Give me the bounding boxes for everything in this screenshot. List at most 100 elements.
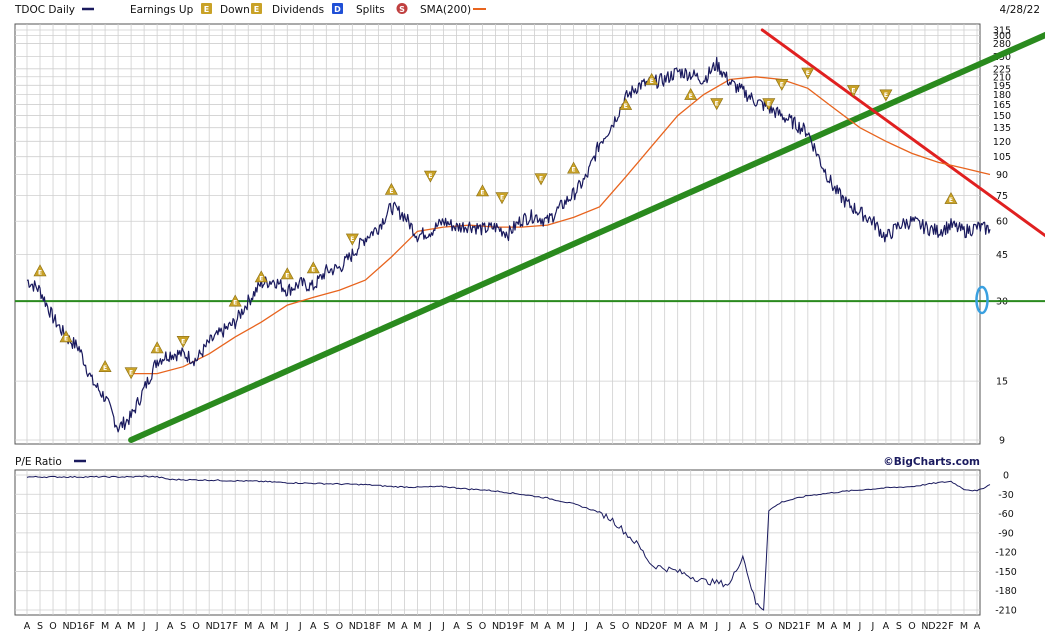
svg-text:E: E — [650, 78, 654, 85]
svg-text:E: E — [500, 195, 504, 202]
svg-text:E: E — [428, 173, 432, 180]
x-tick-label: D20 — [642, 621, 661, 632]
x-tick-label: A — [453, 621, 460, 632]
x-tick-label: D22 — [928, 621, 947, 632]
x-tick-label: S — [37, 621, 43, 632]
x-tick-label: F — [948, 621, 953, 632]
down-label: Down — [220, 4, 250, 16]
y-tick-label: 180 — [993, 90, 1011, 101]
svg-text:E: E — [480, 189, 484, 196]
x-tick-label: O — [192, 621, 199, 632]
y-tick-label: 250 — [993, 52, 1011, 63]
x-tick-label: A — [310, 621, 317, 632]
support-trendline — [128, 31, 1045, 443]
x-tick-label: J — [298, 621, 302, 632]
earnings-down-marker: E — [495, 192, 509, 205]
x-tick-label: F — [89, 621, 94, 632]
earnings-up-marker: E — [645, 72, 659, 85]
x-tick-label: A — [167, 621, 174, 632]
y-tick-label: 135 — [993, 123, 1011, 134]
svg-text:E: E — [689, 93, 693, 100]
trendlines — [15, 28, 1045, 443]
y-tick-label: 120 — [993, 137, 1011, 148]
y-tick-label: 60 — [996, 217, 1008, 228]
x-tick-label: D19 — [499, 621, 518, 632]
svg-text:E: E — [389, 188, 393, 195]
earnings-down-marker: E — [176, 335, 190, 348]
x-tick-label: S — [180, 621, 186, 632]
x-tick-label: F — [376, 621, 381, 632]
x-tick-label: S — [753, 621, 759, 632]
earnings-up-marker: E — [254, 270, 268, 282]
x-tick-label: O — [336, 621, 343, 632]
x-tick-label: S — [466, 621, 472, 632]
earnings-down-marker: E — [846, 85, 860, 98]
y-tick-label: 315 — [993, 26, 1011, 37]
x-tick-label: O — [49, 621, 56, 632]
chart-date: 4/28/22 — [1000, 4, 1040, 16]
svg-text:E: E — [103, 365, 107, 372]
x-tick-label: M — [387, 621, 395, 632]
y-tick-label: 195 — [993, 81, 1011, 92]
earnings-down-marker: E — [801, 67, 815, 80]
pe-y-tick-label: -180 — [995, 586, 1017, 597]
pe-panel: P/E Ratio ©BigCharts.com 0 -30 -60 -90 -120 -… — [14, 456, 1017, 617]
y-tick-label: 90 — [996, 170, 1008, 181]
pe-y-axis: 0 -30 -60 -90 -120 -150 -180 -210 — [995, 471, 1017, 617]
y-tick-label: 45 — [996, 250, 1008, 261]
price-line — [26, 56, 991, 433]
earnings-up-marker: E — [944, 191, 958, 204]
svg-text:E: E — [181, 338, 185, 345]
x-tick-label: A — [544, 621, 551, 632]
svg-text:E: E — [884, 92, 888, 99]
x-tick-label: N — [349, 621, 356, 632]
x-tick-label: A — [974, 621, 981, 632]
price-panel-frame — [14, 23, 981, 445]
x-tick-label: D21 — [785, 621, 804, 632]
x-tick-label: F — [662, 621, 667, 632]
pe-y-tick-label: -120 — [995, 548, 1017, 559]
svg-text:D: D — [334, 5, 341, 14]
x-tick-label: J — [584, 621, 588, 632]
earnings-down-marker: E — [762, 98, 776, 111]
x-tick-label: N — [62, 621, 69, 632]
x-tick-label: O — [765, 621, 772, 632]
x-tick-label: M — [674, 621, 682, 632]
x-tick-label: N — [921, 621, 928, 632]
x-tick-label: O — [908, 621, 915, 632]
earnings-events: E E E E E E E E E E E E E E E E E E E E E E E E E E E — [33, 67, 958, 380]
pe-y-tick-label: -210 — [995, 606, 1017, 617]
y-tick-label: 105 — [993, 152, 1011, 163]
svg-text:E: E — [311, 266, 315, 273]
chart-header: TDOC Daily Earnings Up E Down E Dividend… — [14, 3, 1040, 16]
y-tick-label: 9 — [999, 436, 1005, 447]
earnings-up-marker: E — [475, 184, 489, 196]
x-tick-label: J — [142, 621, 146, 632]
x-tick-label: M — [843, 621, 851, 632]
x-tick-label: S — [323, 621, 329, 632]
x-tick-label: S — [610, 621, 616, 632]
x-tick-label: A — [740, 621, 747, 632]
svg-text:E: E — [233, 300, 237, 307]
x-tick-label: J — [857, 621, 861, 632]
svg-text:E: E — [259, 275, 263, 282]
x-tick-label: J — [870, 621, 874, 632]
y-tick-label: 225 — [993, 64, 1011, 75]
x-tick-label: O — [622, 621, 629, 632]
y-tick-label: 300 — [993, 31, 1011, 42]
x-tick-label: F — [805, 621, 810, 632]
earnings-down-icon: E — [251, 3, 262, 14]
sma-line — [131, 76, 991, 375]
x-tick-label: M — [270, 621, 278, 632]
svg-text:E: E — [254, 5, 259, 14]
svg-text:E: E — [204, 5, 209, 14]
earnings-down-marker: E — [534, 173, 548, 186]
svg-text:E: E — [780, 81, 784, 88]
earnings-down-marker: E — [345, 233, 359, 246]
pe-y-tick-label: 0 — [1003, 471, 1009, 482]
earnings-up-marker: E — [59, 330, 73, 342]
earnings-down-marker: E — [710, 98, 724, 111]
x-tick-label: M — [530, 621, 538, 632]
earnings-up-marker: E — [98, 360, 112, 372]
pe-panel-title: P/E Ratio — [15, 456, 62, 468]
